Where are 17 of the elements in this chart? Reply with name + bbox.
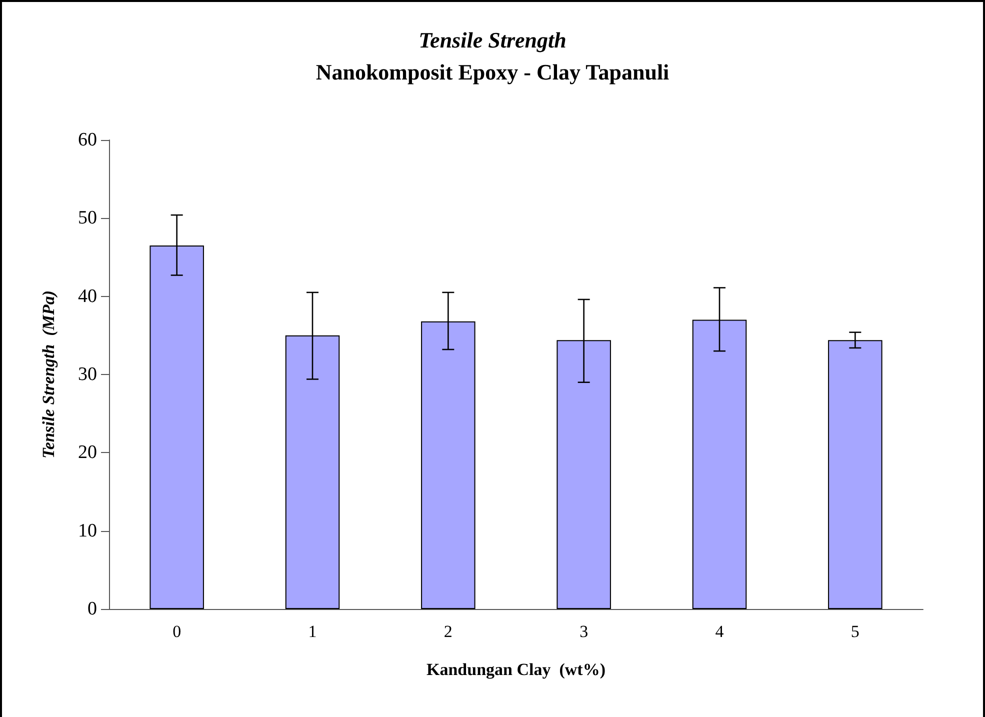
- x-tick-label: 5: [850, 622, 860, 641]
- y-axis-title: Tensile Strength (MPa): [39, 290, 58, 458]
- y-tick-label: 40: [78, 286, 97, 307]
- y-tick-label: 60: [78, 130, 97, 150]
- y-tick-label: 0: [88, 598, 97, 620]
- y-tick-label: 20: [78, 442, 97, 464]
- y-tick-label: 10: [78, 520, 97, 542]
- y-tick-label: 50: [78, 208, 97, 229]
- x-tick-label: 2: [444, 622, 452, 641]
- y-tick-label: 30: [78, 364, 97, 385]
- x-tick-label: 0: [172, 622, 182, 641]
- x-axis-title: Kandungan Clay (wt%): [426, 660, 606, 679]
- x-tick-label: 3: [580, 622, 588, 641]
- chart-title: Tensile Strength: [418, 28, 566, 52]
- x-tick-label: 1: [308, 622, 317, 641]
- chart-subtitle: Nanokomposit Epoxy - Clay Tapanuli: [316, 60, 670, 84]
- x-tick-label: 4: [715, 622, 724, 641]
